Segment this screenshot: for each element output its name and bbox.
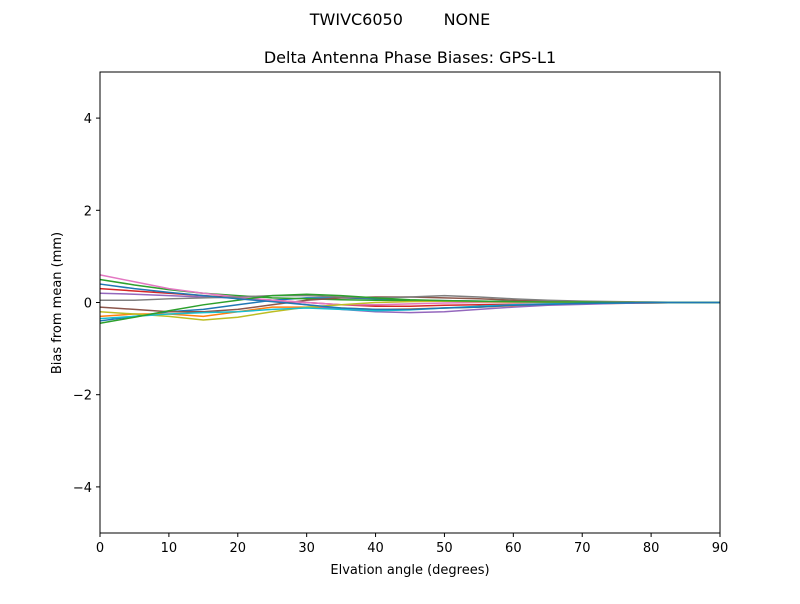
y-axis-label: Bias from mean (mm) xyxy=(50,232,65,374)
suptitle: TWIVC6050 NONE xyxy=(309,10,490,29)
data-line xyxy=(100,294,720,304)
x-tick-label: 90 xyxy=(712,541,729,556)
y-tick-label: 0 xyxy=(84,297,92,312)
x-tick-label: 40 xyxy=(367,541,384,556)
y-tick-label: −2 xyxy=(73,389,92,404)
chart-title: Delta Antenna Phase Biases: GPS-L1 xyxy=(264,48,556,67)
x-tick-label: 60 xyxy=(505,541,522,556)
y-tick-label: −4 xyxy=(73,481,92,496)
x-tick-label: 10 xyxy=(161,541,178,556)
data-line xyxy=(99,283,720,311)
x-tick-label: 30 xyxy=(298,541,315,556)
x-tick-label: 80 xyxy=(643,541,660,556)
x-tick-label: 0 xyxy=(96,541,104,556)
y-tick-label: 4 xyxy=(84,112,92,127)
x-tick-label: 20 xyxy=(230,541,247,556)
x-axis-label: Elvation angle (degrees) xyxy=(330,563,489,578)
x-tick-label: 70 xyxy=(574,541,591,556)
y-tick-label: 2 xyxy=(84,204,92,219)
x-tick-label: 50 xyxy=(436,541,453,556)
